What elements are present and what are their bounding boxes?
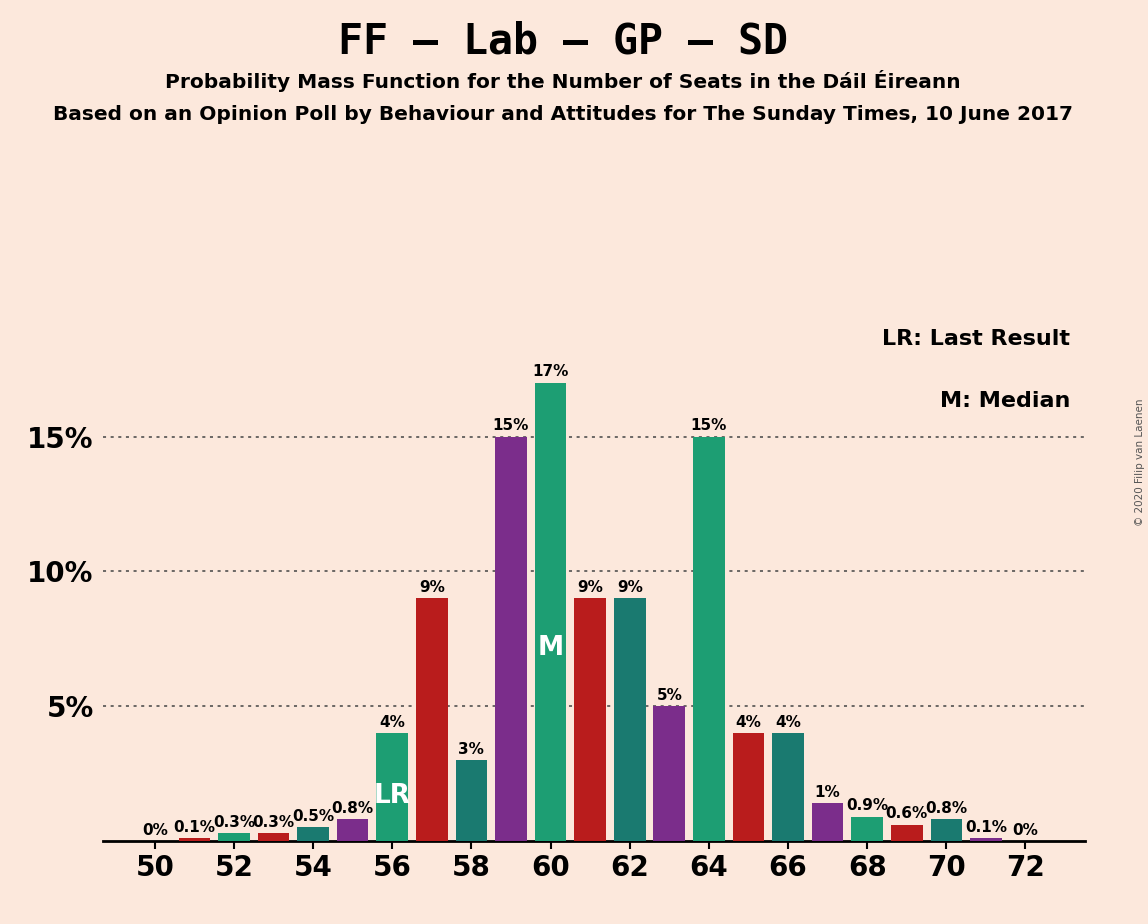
Bar — [653, 706, 685, 841]
Text: FF – Lab – GP – SD: FF – Lab – GP – SD — [338, 20, 788, 62]
Bar — [377, 733, 408, 841]
Bar — [891, 824, 923, 841]
Text: 4%: 4% — [379, 715, 405, 730]
Text: 9%: 9% — [616, 580, 643, 595]
Text: 4%: 4% — [736, 715, 761, 730]
Text: 5%: 5% — [657, 687, 682, 703]
Text: 15%: 15% — [691, 419, 727, 433]
Bar — [495, 437, 527, 841]
Text: 0.3%: 0.3% — [212, 815, 255, 830]
Text: 0%: 0% — [1013, 822, 1039, 837]
Text: LR: Last Result: LR: Last Result — [882, 329, 1070, 348]
Bar — [257, 833, 289, 841]
Bar — [614, 599, 645, 841]
Bar — [970, 838, 1002, 841]
Bar — [812, 803, 844, 841]
Text: M: M — [537, 636, 564, 662]
Bar — [336, 820, 369, 841]
Bar — [852, 817, 883, 841]
Text: 0.8%: 0.8% — [332, 801, 374, 816]
Text: 9%: 9% — [577, 580, 603, 595]
Bar — [931, 820, 962, 841]
Text: 0.1%: 0.1% — [173, 820, 216, 835]
Text: 0.6%: 0.6% — [885, 807, 928, 821]
Text: 0.1%: 0.1% — [965, 820, 1007, 835]
Text: Based on an Opinion Poll by Behaviour and Attitudes for The Sunday Times, 10 Jun: Based on an Opinion Poll by Behaviour an… — [53, 105, 1072, 125]
Bar — [456, 760, 487, 841]
Bar — [179, 838, 210, 841]
Text: 0%: 0% — [142, 822, 168, 837]
Text: 17%: 17% — [533, 364, 568, 380]
Text: 15%: 15% — [492, 419, 529, 433]
Bar — [574, 599, 606, 841]
Text: LR: LR — [374, 783, 411, 808]
Text: 0.3%: 0.3% — [253, 815, 295, 830]
Text: 9%: 9% — [419, 580, 444, 595]
Text: 3%: 3% — [458, 742, 484, 757]
Text: © 2020 Filip van Laenen: © 2020 Filip van Laenen — [1135, 398, 1145, 526]
Bar — [693, 437, 724, 841]
Text: Probability Mass Function for the Number of Seats in the Dáil Éireann: Probability Mass Function for the Number… — [164, 70, 961, 92]
Text: 4%: 4% — [775, 715, 801, 730]
Bar — [297, 827, 329, 841]
Bar — [535, 383, 566, 841]
Text: 0.5%: 0.5% — [292, 809, 334, 824]
Text: 0.8%: 0.8% — [925, 801, 968, 816]
Bar — [773, 733, 804, 841]
Bar — [416, 599, 448, 841]
Text: M: Median: M: Median — [940, 391, 1070, 410]
Bar — [218, 833, 250, 841]
Text: 0.9%: 0.9% — [846, 798, 889, 813]
Text: 1%: 1% — [815, 784, 840, 800]
Bar — [732, 733, 765, 841]
